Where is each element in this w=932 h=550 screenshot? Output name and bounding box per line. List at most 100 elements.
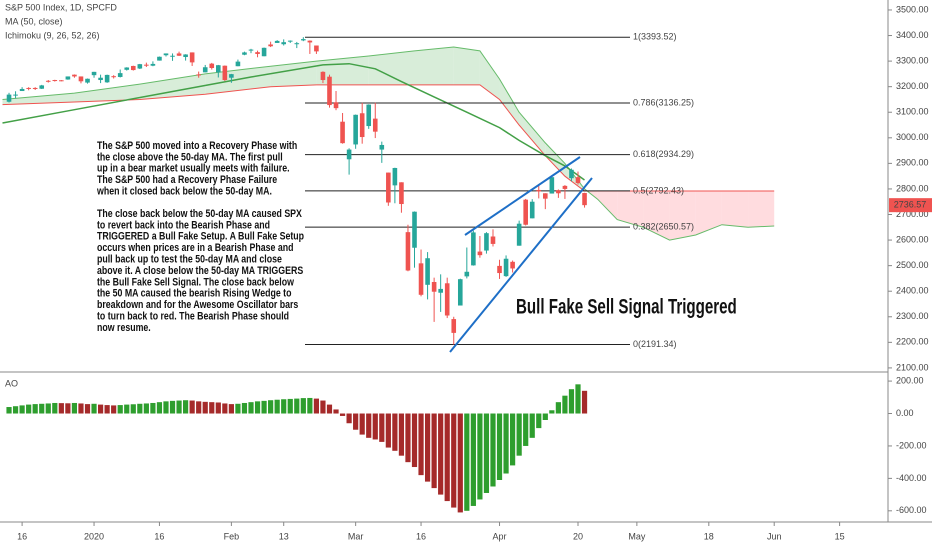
note-line: the 50 MA caused the bearish Rising Wedg… bbox=[97, 288, 291, 300]
ma-line bbox=[2, 62, 585, 181]
ao-bar bbox=[523, 413, 529, 446]
ao-bar bbox=[477, 413, 483, 500]
ao-bar bbox=[385, 413, 391, 448]
ao-bar bbox=[483, 413, 490, 493]
ao-bar bbox=[65, 403, 71, 414]
cloud-fill bbox=[205, 66, 271, 95]
candle-body bbox=[248, 49, 254, 51]
ao-bar bbox=[366, 413, 372, 438]
ao-bar bbox=[503, 413, 509, 474]
candle-body bbox=[183, 54, 188, 58]
ao-bar bbox=[137, 403, 143, 414]
ao-bar bbox=[359, 413, 365, 435]
candle-body bbox=[314, 45, 319, 52]
ao-bar bbox=[52, 402, 58, 414]
ao-bar bbox=[346, 413, 352, 424]
ao-bar bbox=[78, 403, 84, 414]
ao-bar bbox=[405, 413, 411, 463]
ao-title: AO bbox=[5, 378, 18, 388]
note-line: The S&P 500 had a Recovery Phase Failure bbox=[97, 174, 278, 186]
x-tick-label: 13 bbox=[279, 531, 289, 541]
annotation-group: Bull Fake Sell Signal Triggered bbox=[516, 294, 737, 318]
ao-bar bbox=[287, 398, 293, 414]
ao-bar bbox=[241, 402, 248, 414]
fib-label: 0.786(3136.25) bbox=[633, 97, 694, 107]
text-layer: 3500.00 3400.00 3300.00 3200.00 3100.00 3000.… bbox=[5, 2, 932, 541]
cloud-fill bbox=[545, 142, 565, 177]
ao-bar bbox=[6, 407, 12, 414]
candle-body bbox=[529, 201, 535, 219]
x-tick-label: 16 bbox=[154, 531, 164, 541]
ao-bar bbox=[568, 389, 575, 414]
candle-body bbox=[104, 74, 110, 83]
y-tick-label: 2300.00 bbox=[896, 311, 929, 321]
cloud-fill bbox=[499, 79, 520, 126]
ao-bar bbox=[339, 413, 346, 416]
candle-body bbox=[477, 251, 483, 256]
ao-bar bbox=[451, 413, 457, 508]
candle-body bbox=[72, 74, 77, 77]
fib-label: 0(2191.34) bbox=[633, 339, 677, 349]
y-tick-label: 3000.00 bbox=[896, 132, 929, 142]
y-tick-label: 3500.00 bbox=[896, 4, 929, 14]
ao-bar bbox=[444, 413, 450, 502]
ao-bar bbox=[45, 403, 51, 414]
x-tick-label: May bbox=[628, 531, 646, 541]
ao-bar bbox=[353, 413, 359, 430]
ao-bar bbox=[313, 398, 320, 414]
candle-body bbox=[98, 77, 103, 81]
ao-bar bbox=[490, 413, 496, 487]
wedge-lower bbox=[449, 177, 593, 353]
cloud-fill bbox=[597, 190, 618, 220]
candle-body bbox=[124, 67, 130, 70]
cloud-fill bbox=[453, 47, 480, 85]
y-tick-label: 2600.00 bbox=[896, 234, 929, 244]
ao-bar bbox=[372, 413, 378, 440]
candle-body bbox=[320, 71, 326, 81]
candle-body bbox=[235, 61, 241, 67]
candle-body bbox=[386, 172, 391, 203]
candle-body bbox=[91, 71, 97, 76]
ao-bar bbox=[300, 398, 306, 414]
ao-bar bbox=[562, 395, 568, 414]
main-layer: 1(3393.52) 0.786(3136.25) 0.618(2934.29) 0.… bbox=[2, 32, 694, 513]
y-tick-label: 2800.00 bbox=[896, 183, 929, 193]
candle-body bbox=[379, 144, 385, 150]
ao-bar bbox=[124, 404, 130, 414]
candle-body bbox=[340, 121, 345, 144]
ao-bar bbox=[12, 406, 19, 414]
note-line: to turn back to red. The Bearish Phase s… bbox=[97, 311, 289, 323]
ao-bar bbox=[58, 403, 64, 414]
ao-bar bbox=[418, 413, 424, 476]
candle-body bbox=[346, 149, 352, 160]
note-line: above it. A close below the 50-day MA TR… bbox=[97, 265, 304, 277]
ao-y-tick-label: -600.00 bbox=[896, 505, 927, 515]
candle-body bbox=[516, 223, 522, 246]
cloud-fill bbox=[721, 190, 749, 228]
indicator-label: MA (50, close) bbox=[5, 16, 63, 26]
candle-body bbox=[392, 167, 398, 186]
candle-body bbox=[281, 42, 287, 45]
ao-bar bbox=[117, 405, 123, 414]
x-tick-label: 16 bbox=[416, 531, 426, 541]
candle-body bbox=[457, 279, 463, 306]
x-tick-label: Feb bbox=[224, 531, 240, 541]
candle-body bbox=[268, 44, 273, 47]
ao-bar bbox=[470, 413, 476, 506]
cloud-fill bbox=[695, 190, 722, 235]
candle-body bbox=[32, 87, 38, 89]
ao-bar bbox=[438, 413, 444, 495]
ao-bar bbox=[248, 402, 254, 414]
ao-bar bbox=[536, 413, 542, 429]
note-line: breakdown and for the Awesome Oscillator… bbox=[97, 299, 299, 311]
x-tick-label: 16 bbox=[17, 531, 27, 541]
ao-bar bbox=[555, 402, 561, 414]
ao-bar bbox=[431, 413, 437, 489]
ao-bar bbox=[581, 390, 588, 414]
note-line: TRIGGERED a Bull Fake Setup. A Bull Fake… bbox=[97, 231, 304, 243]
candle-body bbox=[229, 74, 234, 78]
y-tick-label: 2100.00 bbox=[896, 362, 929, 372]
candle-body bbox=[150, 63, 156, 66]
annotation: Bull Fake Sell Signal Triggered bbox=[516, 294, 737, 318]
